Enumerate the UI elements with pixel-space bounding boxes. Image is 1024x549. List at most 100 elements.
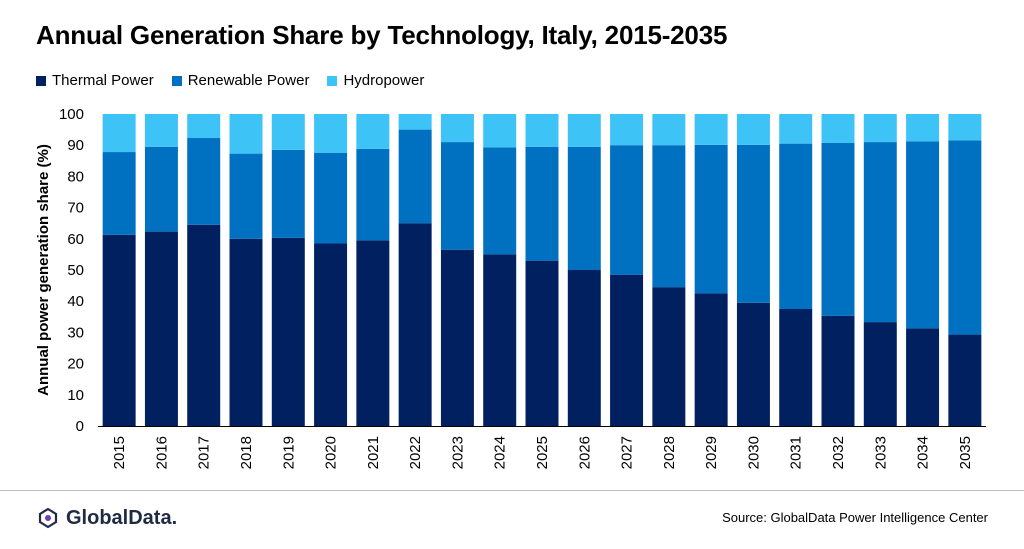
logo-text: GlobalData. bbox=[66, 506, 178, 529]
bar-renewable-2018 bbox=[229, 153, 263, 239]
x-tick-label: 2016 bbox=[153, 436, 170, 469]
bar-hydro-2017 bbox=[187, 114, 221, 139]
source-note: Source: GlobalData Power Intelligence Ce… bbox=[722, 510, 988, 525]
bar-hydro-2019 bbox=[271, 114, 305, 150]
y-tick-label: 20 bbox=[67, 356, 84, 373]
bar-renewable-2033 bbox=[863, 142, 897, 323]
bar-thermal-2034 bbox=[906, 328, 940, 426]
x-tick-label: 2018 bbox=[238, 436, 255, 469]
bar-renewable-2034 bbox=[906, 141, 940, 329]
bar-thermal-2031 bbox=[779, 309, 813, 426]
bar-thermal-2017 bbox=[187, 224, 221, 426]
bar-hydro-2025 bbox=[525, 114, 559, 147]
bar-thermal-2027 bbox=[610, 274, 644, 426]
legend-label-hydro: Hydropower bbox=[343, 72, 425, 89]
bar-thermal-2023 bbox=[440, 249, 474, 426]
bar-renewable-2024 bbox=[483, 147, 517, 255]
bar-thermal-2024 bbox=[483, 254, 517, 426]
bar-renewable-2027 bbox=[610, 145, 644, 275]
legend-label-thermal: Thermal Power bbox=[52, 72, 154, 89]
x-tick-label: 2021 bbox=[365, 436, 382, 469]
footer-divider bbox=[0, 490, 1024, 491]
x-tick-label: 2034 bbox=[915, 436, 932, 469]
x-tick-label: 2015 bbox=[111, 436, 128, 469]
bar-thermal-2033 bbox=[863, 322, 897, 426]
bar-renewable-2030 bbox=[736, 144, 770, 303]
bar-thermal-2028 bbox=[652, 287, 686, 426]
y-tick-label: 60 bbox=[67, 231, 84, 248]
x-tick-label: 2029 bbox=[703, 436, 720, 469]
x-tick-label: 2031 bbox=[788, 436, 805, 469]
bar-hydro-2029 bbox=[694, 114, 728, 145]
y-axis-label: Annual power generation share (%) bbox=[35, 144, 52, 396]
stacked-bar-chart: Annual power generation share (%)0102030… bbox=[35, 106, 986, 469]
bar-renewable-2023 bbox=[440, 142, 474, 250]
bar-hydro-2033 bbox=[863, 114, 897, 143]
bar-renewable-2026 bbox=[567, 146, 601, 270]
bar-thermal-2022 bbox=[398, 223, 432, 426]
x-tick-label: 2022 bbox=[407, 436, 424, 469]
y-tick-label: 80 bbox=[67, 168, 84, 185]
x-tick-label: 2032 bbox=[830, 436, 847, 469]
bar-hydro-2034 bbox=[906, 114, 940, 142]
legend-item-thermal: Thermal Power bbox=[36, 72, 154, 89]
bar-hydro-2015 bbox=[102, 114, 136, 153]
x-tick-label: 2019 bbox=[280, 436, 297, 469]
y-tick-label: 40 bbox=[67, 293, 84, 310]
legend-item-renewable: Renewable Power bbox=[171, 72, 310, 89]
legend-item-hydro: Hydropower bbox=[327, 72, 424, 89]
y-tick-label: 100 bbox=[59, 106, 84, 123]
y-tick-label: 10 bbox=[67, 387, 84, 404]
bar-thermal-2018 bbox=[229, 238, 263, 426]
legend-swatch-hydro bbox=[327, 75, 338, 86]
legend-swatch-thermal bbox=[36, 75, 46, 86]
y-tick-label: 50 bbox=[67, 262, 84, 279]
x-tick-label: 2028 bbox=[661, 436, 678, 469]
bar-renewable-2022 bbox=[398, 129, 432, 224]
bar-hydro-2018 bbox=[229, 114, 263, 154]
x-tick-label: 2027 bbox=[619, 436, 636, 469]
bar-hydro-2021 bbox=[356, 114, 390, 149]
bar-renewable-2032 bbox=[821, 143, 855, 316]
bar-renewable-2029 bbox=[694, 144, 728, 294]
bar-thermal-2019 bbox=[271, 237, 305, 426]
bar-renewable-2019 bbox=[271, 149, 305, 238]
x-tick-label: 2033 bbox=[872, 436, 889, 469]
bar-thermal-2032 bbox=[821, 315, 855, 426]
x-tick-label: 2024 bbox=[492, 436, 509, 469]
bar-hydro-2026 bbox=[567, 114, 601, 147]
chart-title: Annual Generation Share by Technology, I… bbox=[36, 20, 728, 50]
bar-thermal-2026 bbox=[567, 270, 601, 426]
bar-hydro-2016 bbox=[144, 114, 178, 147]
bar-hydro-2023 bbox=[440, 114, 474, 143]
bar-hydro-2035 bbox=[948, 114, 982, 141]
globaldata-logo-icon bbox=[38, 507, 58, 529]
x-tick-label: 2020 bbox=[323, 436, 340, 469]
x-tick-label: 2023 bbox=[449, 436, 466, 469]
bar-renewable-2025 bbox=[525, 146, 559, 261]
y-tick-label: 90 bbox=[67, 137, 84, 154]
bar-renewable-2016 bbox=[144, 146, 178, 232]
bar-thermal-2016 bbox=[144, 231, 178, 426]
legend-label-renewable: Renewable Power bbox=[187, 72, 310, 89]
bar-thermal-2025 bbox=[525, 260, 559, 426]
y-tick-label: 30 bbox=[67, 324, 84, 341]
chart-legend: Thermal Power Renewable Power Hydropower bbox=[36, 72, 424, 89]
bar-renewable-2017 bbox=[187, 138, 221, 225]
bar-thermal-2029 bbox=[694, 293, 728, 426]
globaldata-logo: GlobalData. bbox=[36, 506, 177, 530]
bar-thermal-2030 bbox=[736, 302, 770, 426]
bar-thermal-2020 bbox=[314, 243, 348, 426]
bar-renewable-2020 bbox=[314, 153, 348, 244]
x-tick-label: 2030 bbox=[745, 436, 762, 469]
bar-hydro-2022 bbox=[398, 114, 432, 130]
bar-thermal-2021 bbox=[356, 240, 390, 426]
bar-hydro-2027 bbox=[610, 114, 644, 146]
legend-swatch-renewable bbox=[171, 75, 182, 86]
bar-hydro-2030 bbox=[736, 114, 770, 145]
x-tick-label: 2035 bbox=[957, 436, 974, 469]
bar-hydro-2024 bbox=[483, 114, 517, 148]
bar-hydro-2028 bbox=[652, 114, 686, 146]
bar-renewable-2015 bbox=[102, 152, 136, 235]
bar-renewable-2021 bbox=[356, 148, 390, 241]
